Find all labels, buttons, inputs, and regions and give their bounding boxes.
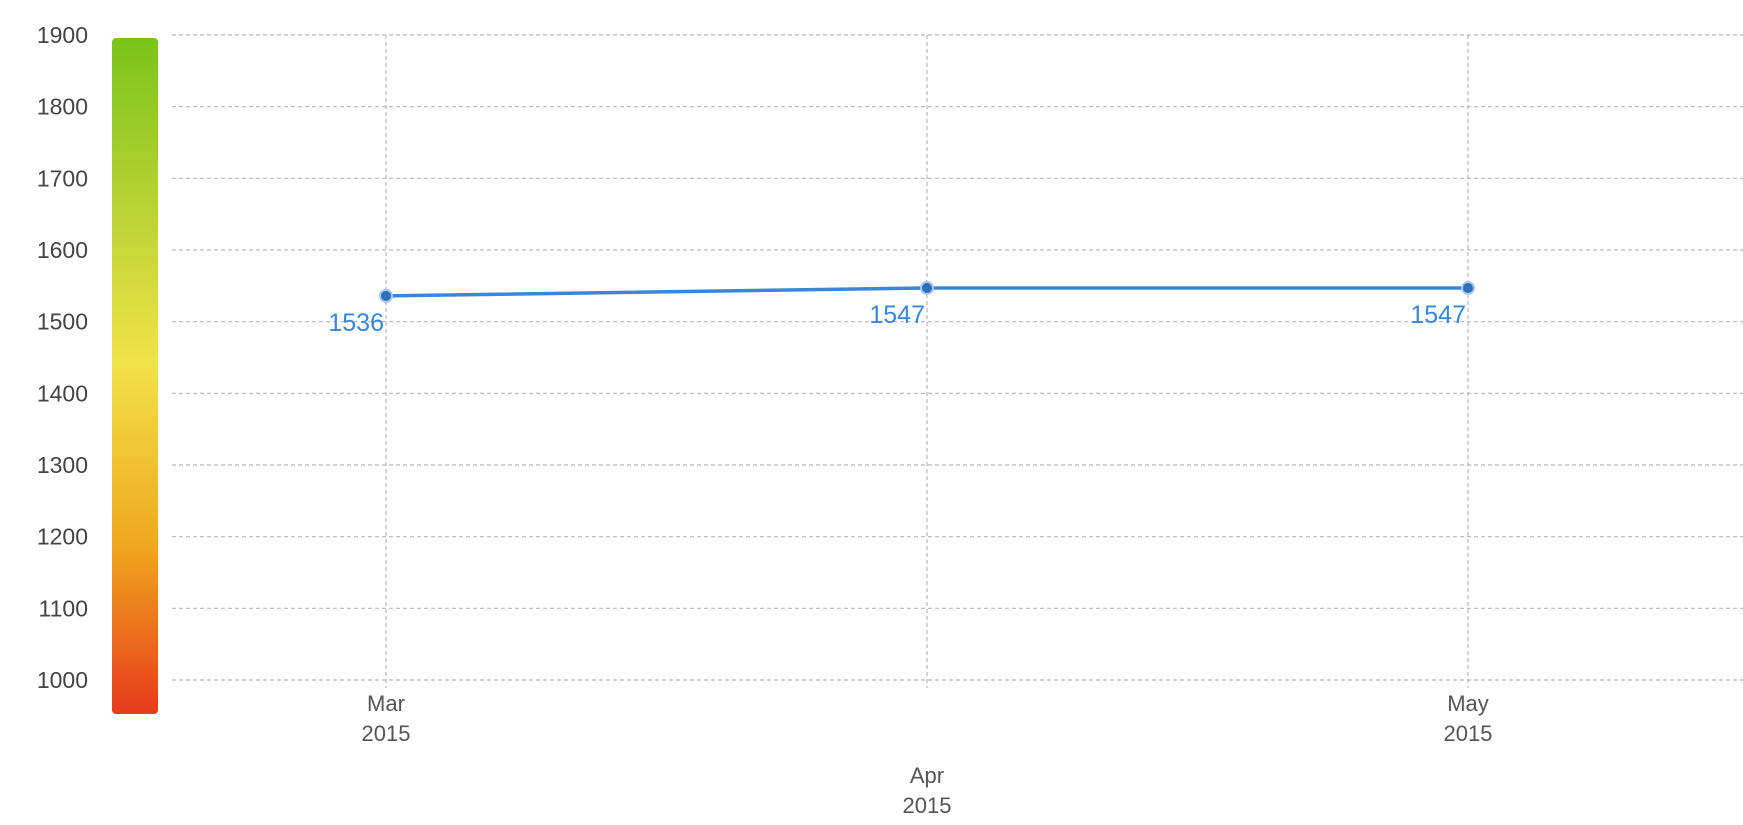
data-point[interactable] xyxy=(920,280,934,295)
y-axis: 1900 1800 1700 1600 1500 1400 1300 1200 1100 1000 xyxy=(37,22,88,693)
x-tick-month: Mar xyxy=(367,691,405,716)
x-tick-label: May 2015 xyxy=(1444,691,1493,746)
x-tick-year: 2015 xyxy=(903,793,952,818)
y-tick-label: 1800 xyxy=(37,94,88,120)
data-point[interactable] xyxy=(1461,280,1475,295)
x-tick-label: Apr 2015 xyxy=(903,763,952,818)
series-layer xyxy=(379,280,1475,303)
data-label: 1547 xyxy=(1410,301,1466,329)
x-tick-month: Apr xyxy=(910,763,944,788)
x-tick-label: Mar 2015 xyxy=(362,691,411,746)
color-scale-bar xyxy=(112,38,158,714)
data-label: 1536 xyxy=(328,309,384,337)
y-tick-label: 1700 xyxy=(37,165,88,191)
grid xyxy=(172,34,1743,688)
x-tick-year: 2015 xyxy=(1444,721,1493,746)
data-labels: 1536 1547 1547 xyxy=(328,301,1466,337)
y-tick-label: 1900 xyxy=(37,22,88,48)
data-point[interactable] xyxy=(379,288,393,303)
y-tick-label: 1000 xyxy=(37,667,88,693)
y-tick-label: 1600 xyxy=(37,237,88,263)
y-tick-label: 1400 xyxy=(37,380,88,406)
y-tick-label: 1200 xyxy=(37,524,88,550)
data-label: 1547 xyxy=(869,301,925,329)
x-axis: Mar 2015 Apr 2015 May 2015 xyxy=(362,691,1493,818)
y-tick-label: 1300 xyxy=(37,452,88,478)
x-tick-year: 2015 xyxy=(362,721,411,746)
y-tick-label: 1500 xyxy=(37,309,88,335)
x-tick-month: May xyxy=(1447,691,1489,716)
y-tick-label: 1100 xyxy=(39,595,88,621)
